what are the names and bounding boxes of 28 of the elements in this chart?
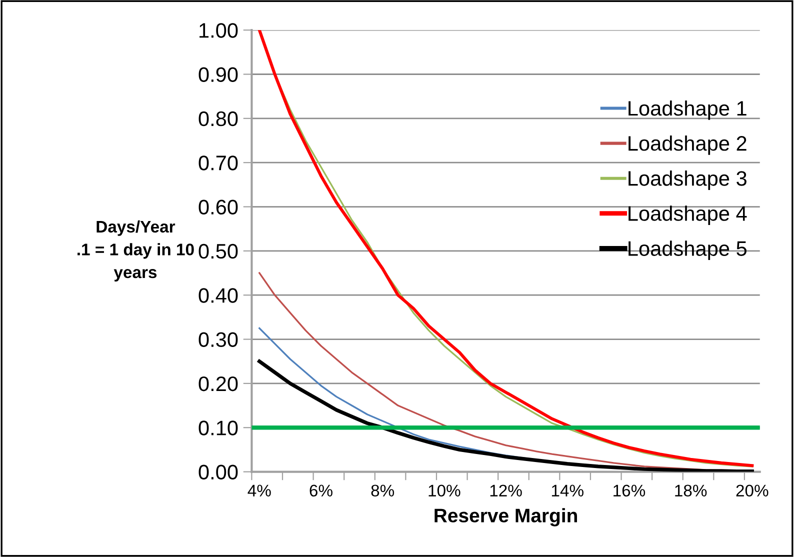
x-tick-label: 6% — [310, 484, 332, 497]
legend-label: Loadshape 1 — [628, 100, 746, 120]
x-tick-label: 14% — [552, 484, 584, 496]
y-tick-label: 0.40 — [198, 288, 238, 303]
y-tick-label: 0.10 — [198, 420, 238, 436]
x-axis-title: Reserve Margin — [434, 508, 577, 526]
y-tick-label: 0.80 — [198, 111, 238, 126]
x-tick-label: 18% — [675, 484, 707, 497]
line-series — [258, 360, 754, 472]
y-tick-label: 0.50 — [198, 244, 238, 259]
legend-label: Loadshape 3 — [628, 170, 746, 190]
legend-label: Loadshape 4 — [628, 206, 747, 226]
legend-label: Loadshape 5 — [628, 240, 746, 260]
y-axis-title: Days/Year .1 = 1 day in 10 years — [78, 220, 194, 282]
y-tick-label: 0.70 — [198, 156, 238, 170]
y-tick-label: 0.20 — [198, 376, 238, 392]
x-tick-label: 16% — [614, 484, 646, 497]
x-tick-label: 4% — [248, 484, 271, 496]
x-tick-label: 12% — [490, 484, 522, 496]
x-tick-label: 10% — [428, 484, 460, 497]
y-tick-label: 0.00 — [198, 464, 238, 480]
x-tick-label: 8% — [371, 484, 394, 497]
y-tick-label: 0.90 — [198, 67, 238, 82]
legend-label: Loadshape 2 — [628, 136, 746, 155]
x-tick-label: 20% — [736, 484, 768, 497]
y-tick-label: 0.60 — [198, 200, 238, 215]
y-tick-label: 0.30 — [198, 332, 238, 348]
y-tick-label: 1.00 — [200, 23, 238, 38]
